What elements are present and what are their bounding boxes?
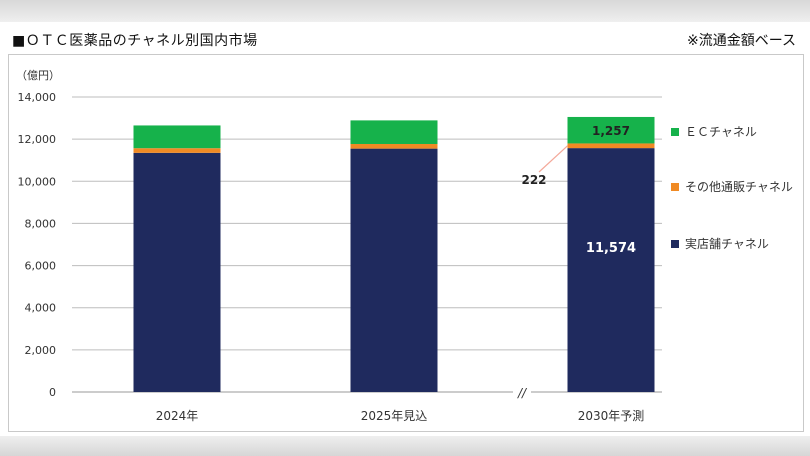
legend-label: その他通販チャネル [685, 180, 793, 194]
bar-segment [133, 152, 221, 392]
y-unit-label: （億円） [16, 69, 60, 82]
x-category-label: 2030年予測 [578, 409, 645, 423]
legend-label: 実店舗チャネル [685, 236, 769, 251]
y-tick-label: 12,000 [18, 133, 57, 146]
top-blur-band [0, 0, 810, 22]
data-label-ec: 1,257 [592, 124, 630, 138]
y-tick-label: 10,000 [18, 175, 57, 188]
y-tick-label: 0 [49, 386, 56, 399]
chart-frame [8, 54, 804, 432]
chart-note: ※流通金額ベース [686, 33, 796, 49]
bottom-blur-band [0, 436, 810, 456]
bar-segment [567, 143, 655, 149]
legend-label: ＥＣチャネル [685, 125, 757, 139]
bar-segment [133, 125, 221, 149]
data-label-store: 11,574 [586, 241, 636, 256]
y-tick-label: 6,000 [25, 260, 57, 273]
y-tick-label: 4,000 [25, 302, 57, 315]
bar-segment [350, 143, 438, 149]
bar-segment [133, 148, 221, 153]
axis-break-gap [513, 386, 531, 398]
data-label-other: 222 [521, 173, 546, 187]
bar-segment [567, 116, 655, 144]
x-category-label: 2025年見込 [361, 409, 428, 423]
y-tick-label: 14,000 [18, 91, 57, 104]
bar-segment [350, 120, 438, 144]
legend-swatch [671, 240, 679, 248]
axis-break-mark: // [517, 386, 528, 400]
bar-segment [350, 148, 438, 392]
bar-segment [567, 148, 655, 392]
y-tick-label: 2,000 [25, 344, 57, 357]
legend-swatch [671, 128, 679, 136]
legend-swatch [671, 183, 679, 191]
data-label-leader-line [538, 145, 568, 173]
x-category-label: 2024年 [156, 409, 199, 423]
chart-title: ■ＯＴＣ医薬品のチャネル別国内市場 [12, 33, 258, 49]
y-tick-label: 8,000 [25, 217, 57, 230]
